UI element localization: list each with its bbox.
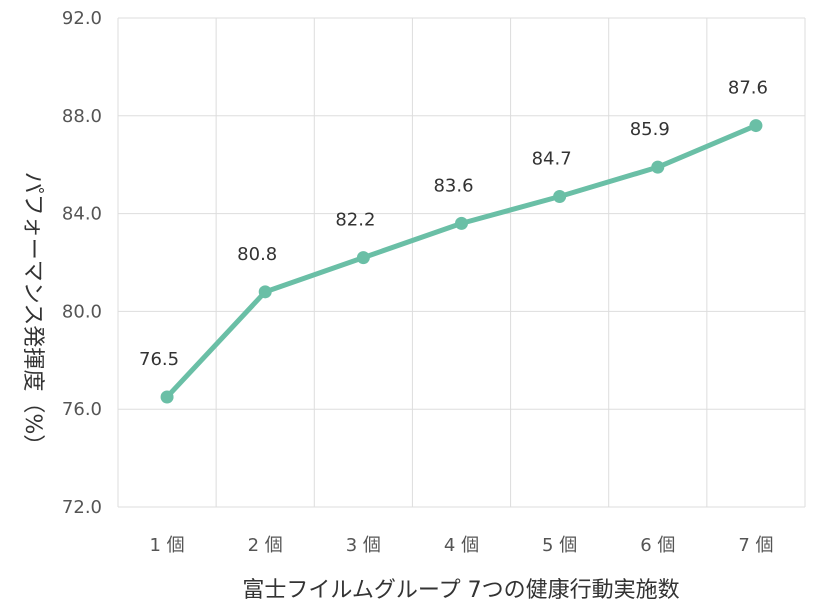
data-point bbox=[160, 390, 174, 404]
y-tick-label: 72.0 bbox=[62, 497, 102, 518]
x-tick-label: 3 個 bbox=[346, 535, 381, 556]
x-axis-title: 富士フイルムグループ 7つの健康行動実施数 bbox=[242, 578, 679, 603]
series bbox=[160, 119, 763, 404]
y-axis-ticks: 72.0 76.0 80.0 84.0 88.0 92.0 bbox=[62, 8, 102, 518]
data-label: 85.9 bbox=[630, 119, 670, 140]
data-point bbox=[651, 160, 665, 174]
x-tick-label: 7 個 bbox=[738, 535, 773, 556]
x-tick-label: 1 個 bbox=[149, 535, 184, 556]
y-tick-label: 84.0 bbox=[62, 204, 102, 225]
y-tick-label: 88.0 bbox=[62, 106, 102, 127]
x-axis-ticks: 1 個 2 個 3 個 4 個 5 個 6 個 7 個 bbox=[149, 535, 773, 556]
data-point bbox=[356, 251, 370, 265]
data-labels: 76.5 80.8 82.2 83.6 84.7 85.9 87.6 bbox=[139, 78, 768, 370]
data-point bbox=[455, 216, 468, 230]
y-tick-label: 92.0 bbox=[62, 8, 102, 29]
x-tick-label: 4 個 bbox=[444, 535, 479, 556]
y-tick-label: 76.0 bbox=[62, 399, 102, 420]
data-label: 82.2 bbox=[335, 210, 375, 231]
y-axis-title: パフォーマンス発揮度（%） bbox=[20, 172, 45, 456]
x-tick-label: 2 個 bbox=[248, 535, 283, 556]
data-label: 87.6 bbox=[728, 78, 768, 99]
grid bbox=[117, 17, 806, 508]
y-tick-label: 80.0 bbox=[62, 301, 102, 322]
x-tick-label: 5 個 bbox=[542, 535, 577, 556]
data-label: 76.5 bbox=[139, 349, 179, 370]
x-tick-label: 6 個 bbox=[640, 535, 675, 556]
data-point bbox=[258, 285, 272, 299]
data-point bbox=[553, 189, 567, 203]
data-label: 80.8 bbox=[237, 244, 277, 265]
data-label: 83.6 bbox=[433, 175, 473, 196]
data-label: 84.7 bbox=[532, 148, 572, 169]
data-point bbox=[749, 119, 763, 133]
